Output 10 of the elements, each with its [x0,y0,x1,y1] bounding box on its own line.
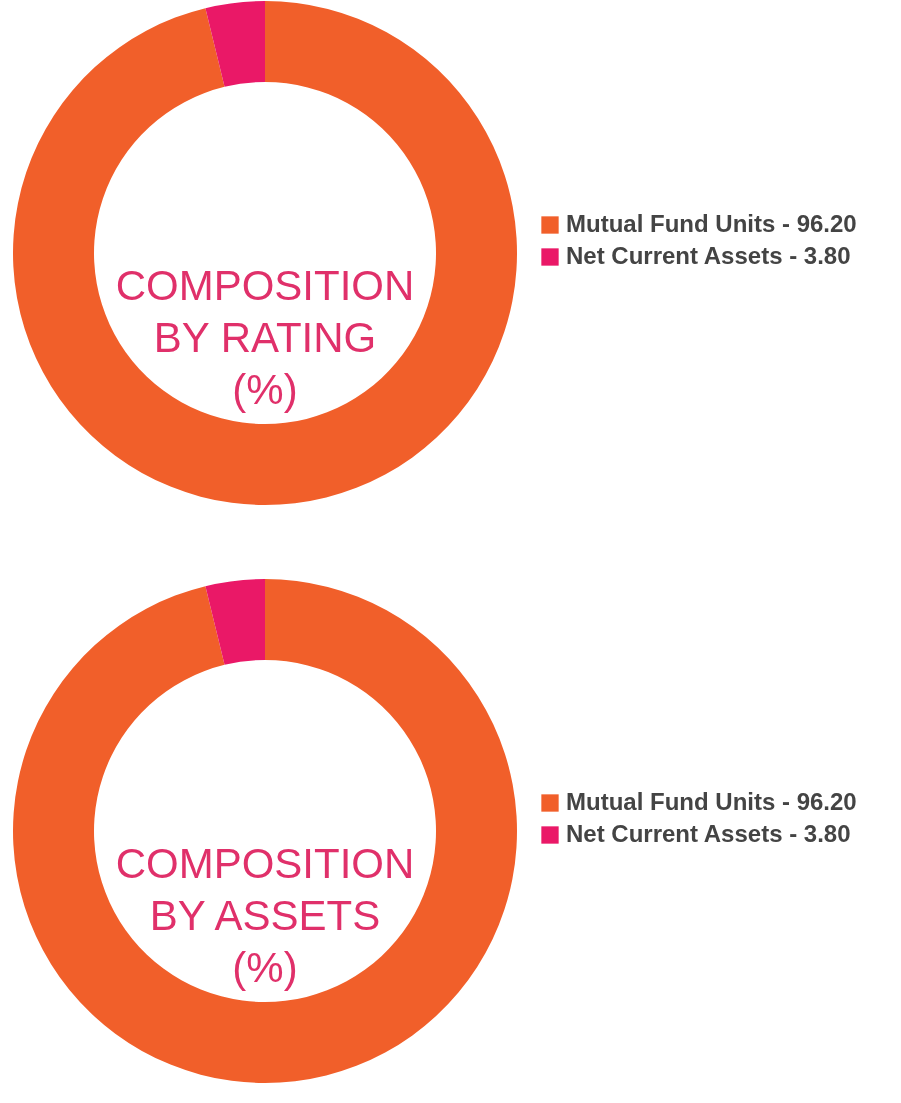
legend-label: Net Current Assets - 3.80 [566,820,851,847]
legend-label: Mutual Fund Units - 96.20 [566,788,857,815]
text: COMPOSITION BY ASSETS (%) [115,840,415,991]
donut-slice [13,579,517,1083]
donut-slice [205,579,265,665]
legend-label: Mutual Fund Units - 96.20 [566,210,857,237]
text: COMPOSITION BY RATING (%) [115,262,415,413]
donut-slice [13,1,517,505]
donut-slice [205,1,265,87]
legend-label: Net Current Assets - 3.80 [566,242,851,269]
